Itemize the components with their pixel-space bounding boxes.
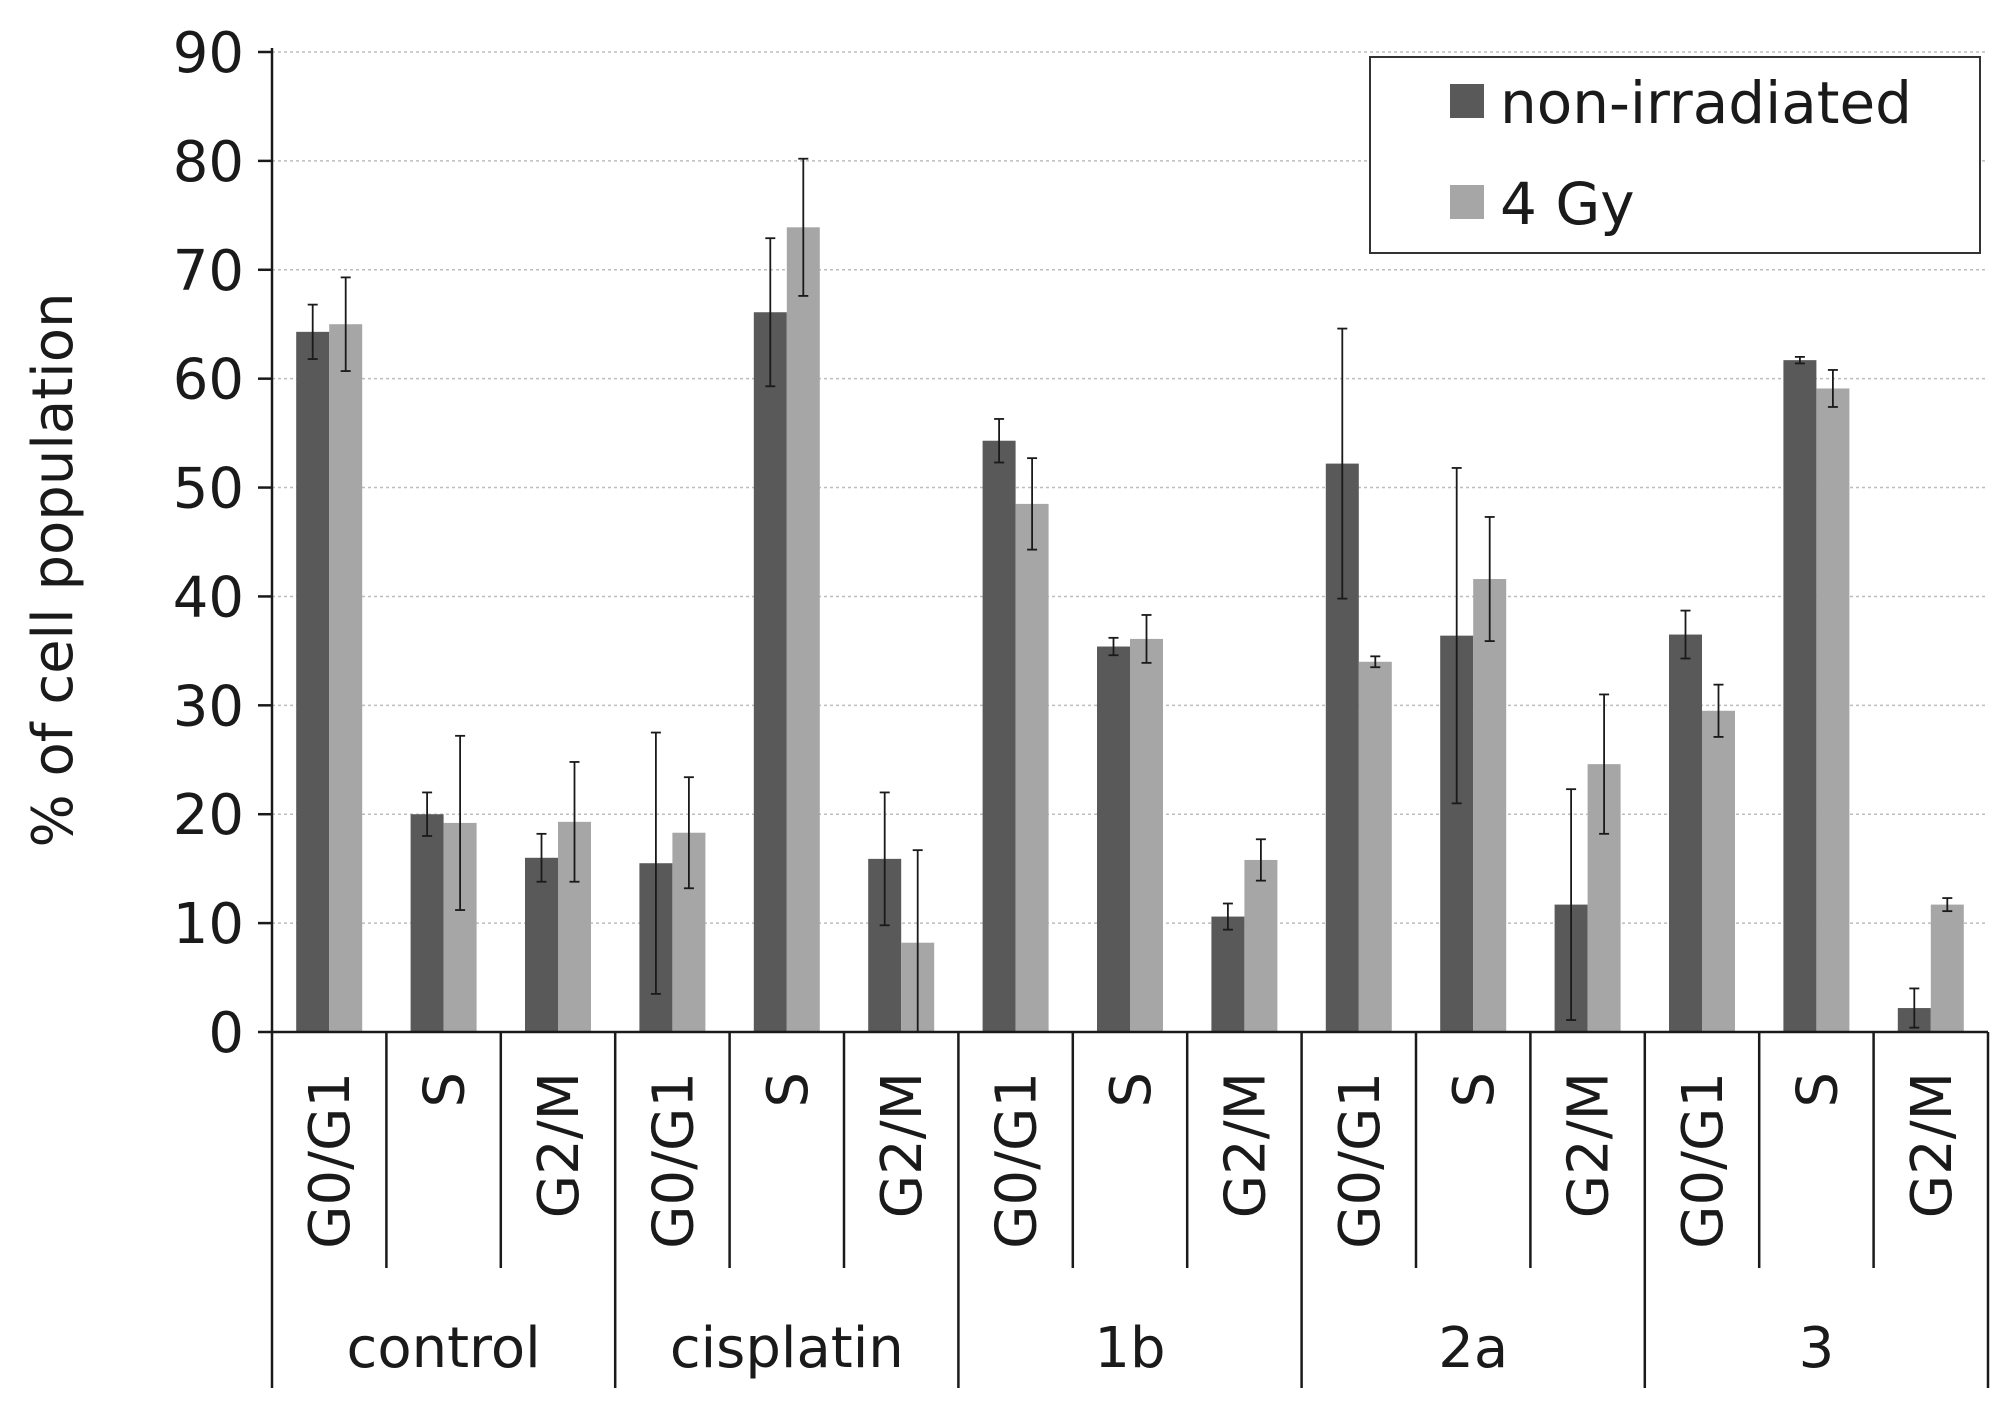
y-tick-label: 80 [173, 130, 244, 195]
error-bar-non-irradiated-control-g2-m [536, 832, 547, 883]
bar-non-irradiated-control-g0-g1 [296, 331, 330, 1032]
y-tick-label: 70 [173, 239, 244, 304]
error-bar-4-gy-control-s [455, 734, 466, 911]
y-tick-label: 50 [173, 457, 244, 522]
y-tick-label: 0 [208, 1001, 244, 1066]
error-bar-4-gy-3-s [1827, 369, 1838, 408]
phase-label-cisplatin-g0-g1: G0/G1 [641, 1072, 706, 1249]
y-tick-label: 60 [173, 348, 244, 413]
error-bar-4-gy-2a-g0-g1 [1370, 655, 1381, 669]
bar-4-gy-3-s [1816, 388, 1850, 1032]
error-bar-non-irradiated-3-g2-m [1909, 987, 1920, 1029]
group-label-control: control [347, 1316, 541, 1381]
bar-non-irradiated-control-g2-m [525, 857, 558, 1032]
error-bar-non-irradiated-cisplatin-g2-m [879, 791, 890, 927]
group-label-3: 3 [1799, 1316, 1835, 1381]
error-bar-4-gy-1b-g2-m [1255, 838, 1266, 882]
error-bar-non-irradiated-3-g0-g1 [1680, 609, 1691, 660]
phase-label-1b-g2-m: G2/M [1213, 1072, 1278, 1218]
error-bar-non-irradiated-1b-g2-m [1222, 902, 1233, 931]
phase-label-3-s: S [1785, 1072, 1850, 1108]
error-bar-non-irradiated-2a-g2-m [1566, 788, 1577, 1021]
y-tick-label: 40 [173, 565, 244, 630]
bar-non-irradiated-cisplatin-s [753, 312, 787, 1032]
error-bar-4-gy-control-g2-m [569, 761, 580, 883]
error-bar-4-gy-1b-s [1141, 614, 1152, 664]
y-axis-title: % of cell population [21, 293, 86, 848]
legend-label-non-irradiated: non-irradiated [1500, 69, 1912, 137]
bar-non-irradiated-3-s [1783, 360, 1817, 1033]
bar-4-gy-3-g2-m [1930, 904, 1964, 1032]
phase-label-3-g0-g1: G0/G1 [1671, 1072, 1736, 1249]
group-label-1b: 1b [1094, 1316, 1165, 1381]
error-bars [307, 157, 1953, 1033]
error-bar-non-irradiated-1b-g0-g1 [994, 418, 1005, 464]
error-bar-non-irradiated-2a-g0-g1 [1337, 327, 1348, 600]
phase-label-control-g2-m: G2/M [527, 1072, 592, 1218]
axes [270, 48, 1988, 1034]
bar-4-gy-2a-s [1473, 579, 1507, 1032]
bars [296, 227, 1964, 1033]
bar-non-irradiated-1b-g0-g1 [982, 440, 1016, 1032]
bar-non-irradiated-1b-s [1097, 646, 1130, 1032]
group-label-cisplatin: cisplatin [670, 1316, 904, 1381]
error-bar-4-gy-1b-g0-g1 [1027, 457, 1038, 551]
bar-non-irradiated-1b-g2-m [1211, 916, 1245, 1032]
phase-label-cisplatin-g2-m: G2/M [870, 1072, 935, 1218]
bar-4-gy-1b-g2-m [1244, 859, 1278, 1032]
error-bar-4-gy-control-g0-g1 [340, 276, 351, 372]
y-tick-label: 90 [173, 21, 244, 86]
phase-label-control-g0-g1: G0/G1 [298, 1072, 363, 1249]
y-tick-label: 20 [173, 783, 244, 848]
error-bar-non-irradiated-control-s [422, 791, 433, 837]
bar-non-irradiated-3-g0-g1 [1669, 634, 1702, 1032]
phase-label-control-s: S [413, 1072, 478, 1108]
error-bar-non-irradiated-2a-s [1451, 467, 1462, 805]
error-bar-non-irradiated-cisplatin-s [765, 237, 776, 388]
phase-label-2a-g0-g1: G0/G1 [1328, 1072, 1393, 1249]
bar-4-gy-3-g0-g1 [1702, 710, 1735, 1032]
bar-4-gy-1b-s [1130, 638, 1163, 1032]
error-bar-non-irradiated-3-s [1794, 355, 1805, 365]
y-tick-label: 30 [173, 674, 244, 739]
phase-label-3-g2-m: G2/M [1900, 1072, 1965, 1218]
y-ticks: 0 10 20 30 40 50 60 70 80 90 [173, 21, 272, 1066]
bar-4-gy-control-g0-g1 [329, 324, 363, 1032]
group-label-2a: 2a [1438, 1316, 1508, 1381]
bar-4-gy-1b-g0-g1 [1015, 503, 1049, 1032]
error-bar-4-gy-cisplatin-s [798, 157, 809, 297]
error-bar-4-gy-3-g0-g1 [1713, 683, 1724, 738]
error-bar-non-irradiated-control-g0-g1 [307, 303, 318, 360]
phase-label-1b-g0-g1: G0/G1 [985, 1072, 1050, 1249]
error-bar-4-gy-cisplatin-g0-g1 [683, 776, 694, 890]
x-categories: G0/G1 S G2/M G0/G1 S G2/M G0/G1 S G2/M G0/G1 S G2/M… [270, 1032, 1990, 1388]
legend-swatch-non-irradiated [1450, 84, 1484, 118]
error-bar-non-irradiated-cisplatin-g0-g1 [650, 731, 661, 995]
error-bar-4-gy-3-g2-m [1942, 897, 1953, 913]
legend-label-4gy: 4 Gy [1500, 170, 1635, 238]
error-bar-non-irradiated-1b-s [1108, 636, 1119, 657]
legend-swatch-4gy [1450, 185, 1484, 219]
error-bar-4-gy-2a-s [1484, 516, 1495, 642]
phase-label-1b-s: S [1099, 1072, 1164, 1108]
phase-label-2a-g2-m: G2/M [1557, 1072, 1622, 1218]
legend: non-irradiated 4 Gy [1369, 56, 1981, 254]
error-bar-4-gy-2a-g2-m [1599, 693, 1610, 835]
bar-non-irradiated-control-s [410, 814, 444, 1032]
phase-label-cisplatin-s: S [756, 1072, 821, 1108]
phase-label-2a-s: S [1442, 1072, 1507, 1108]
y-tick-label: 10 [173, 892, 244, 957]
bar-4-gy-2a-g0-g1 [1358, 661, 1392, 1032]
bar-4-gy-cisplatin-s [786, 227, 820, 1033]
